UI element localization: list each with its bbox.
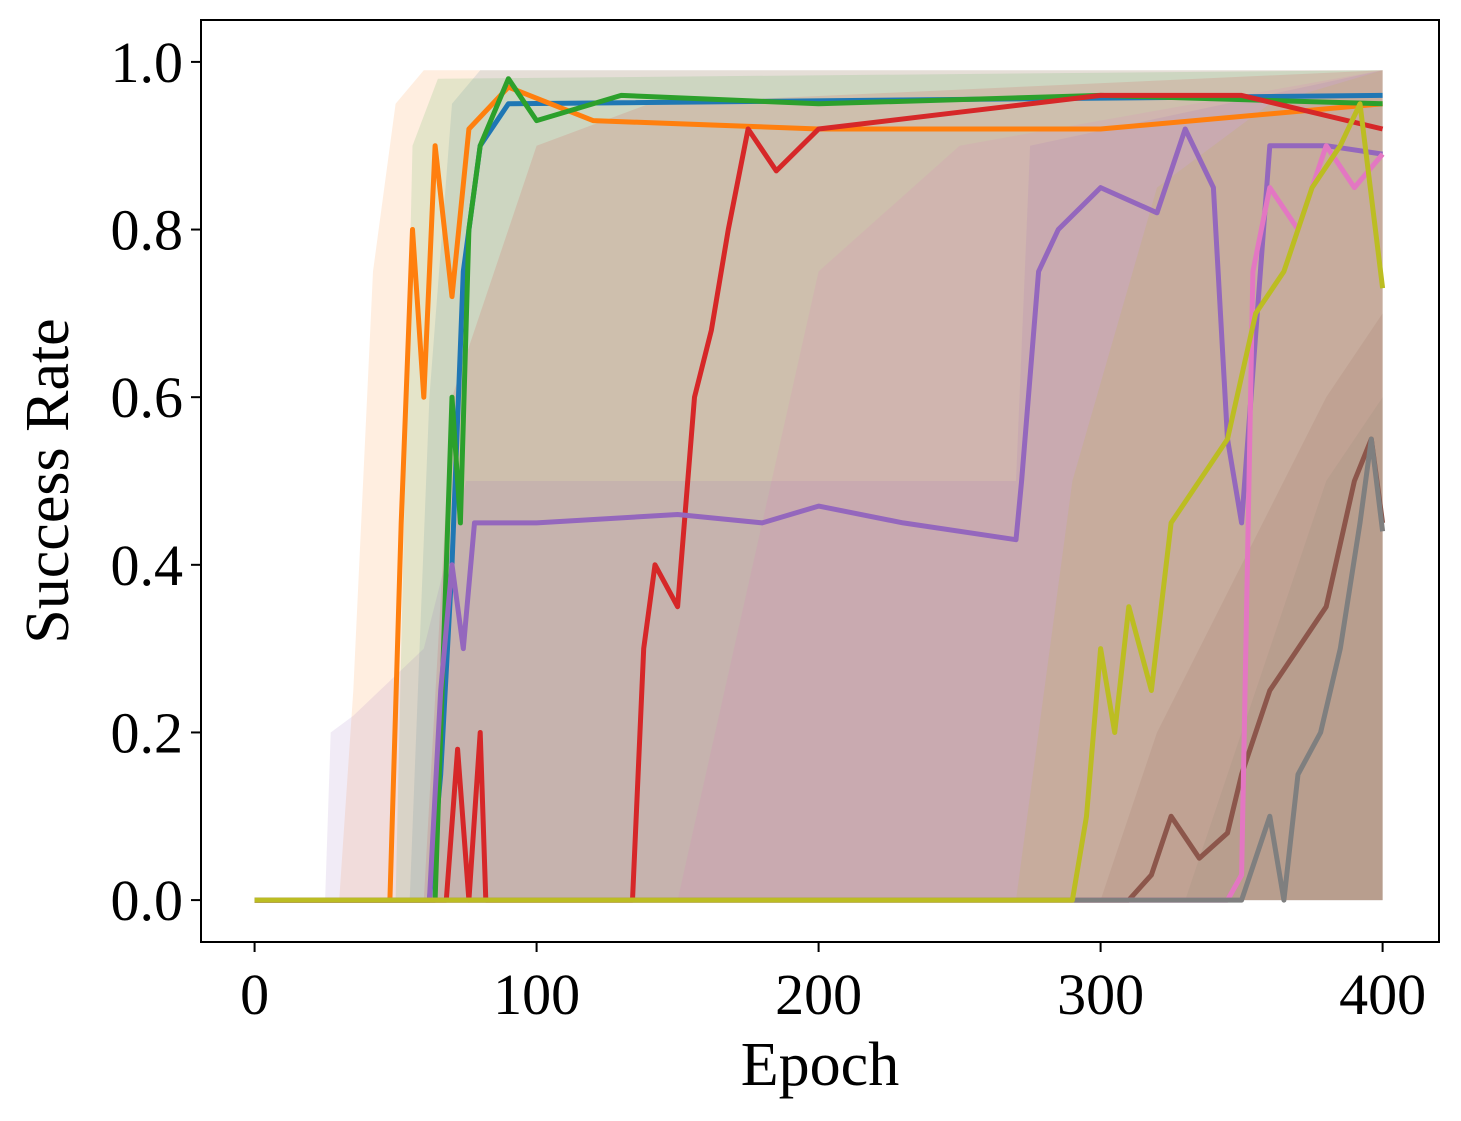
x-axis-title: Epoch (741, 1031, 899, 1099)
x-axis: 0 100 200 300 400 (240, 942, 1426, 1027)
series-band-5 (254, 70, 1383, 901)
y-tick-label: 0.8 (111, 198, 184, 263)
y-axis-title: Success Rate (14, 318, 82, 643)
x-tick-label: 300 (1057, 962, 1144, 1027)
series-band-8 (254, 397, 1383, 901)
series-line-5 (254, 126, 1383, 903)
x-tick-label: 100 (493, 962, 580, 1027)
x-tick-label: 0 (240, 962, 269, 1027)
y-tick-label: 1.0 (111, 30, 184, 95)
series-band-4 (254, 70, 1383, 901)
series-band-2 (254, 70, 1383, 901)
y-tick-label: 0.2 (111, 700, 184, 765)
series-line-7 (254, 143, 1385, 903)
series-band-1 (254, 70, 1383, 901)
y-tick-label: 0.0 (111, 868, 184, 933)
y-tick-label: 0.6 (111, 365, 184, 430)
y-tick-label: 0.4 (111, 533, 184, 598)
series-line-9 (254, 101, 1386, 903)
plot-frame (200, 19, 1440, 943)
series-line-8 (254, 436, 1386, 903)
series-band-9 (254, 70, 1383, 901)
confidence-bands (254, 70, 1383, 901)
series-band-3 (254, 70, 1383, 901)
series-band-6 (254, 313, 1383, 901)
series-line-4 (254, 92, 1384, 903)
y-axis: 0.0 0.2 0.4 0.6 0.8 1.0 (111, 30, 201, 933)
x-tick-label: 200 (775, 962, 862, 1027)
series-lines (254, 76, 1386, 903)
x-tick-label: 400 (1339, 962, 1426, 1027)
series-band-7 (254, 70, 1383, 901)
